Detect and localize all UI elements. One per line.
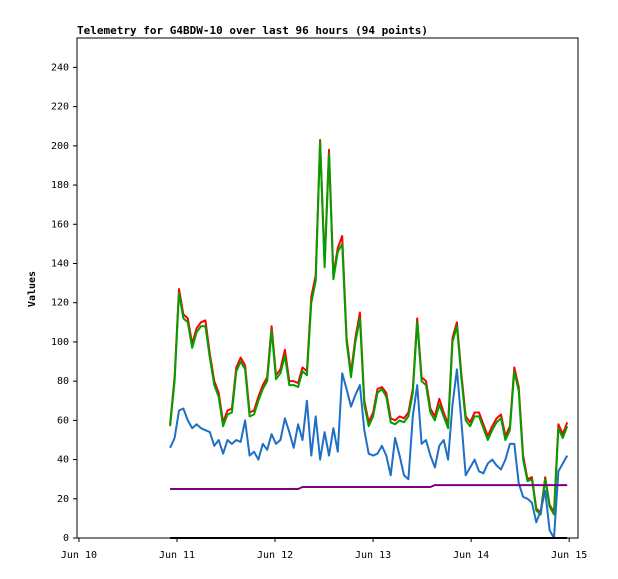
y-tick-label: 180 <box>51 180 69 191</box>
x-tick-label: Jun 14 <box>453 550 489 561</box>
y-axis-label: Values <box>27 271 38 307</box>
series-line <box>169 368 569 539</box>
y-tick-label: 40 <box>57 455 69 466</box>
x-tick-label: Jun 12 <box>257 550 293 561</box>
x-tick-label: Jun 15 <box>551 550 587 561</box>
series-line <box>170 484 568 490</box>
y-tick-label: 20 <box>57 494 69 505</box>
y-tick-label: 240 <box>51 62 69 73</box>
y-tick-label: 0 <box>63 533 69 544</box>
y-tick-label: 60 <box>57 415 69 426</box>
chart-title: Telemetry for G4BDW-10 over last 96 hour… <box>77 24 428 37</box>
y-tick-label: 220 <box>51 102 69 113</box>
x-tick-label: Jun 11 <box>159 550 195 561</box>
y-tick-label: 100 <box>51 337 69 348</box>
y-tick-label: 80 <box>57 376 69 387</box>
y-tick-label: 160 <box>51 219 69 230</box>
y-tick-label: 200 <box>51 141 69 152</box>
y-tick-label: 120 <box>51 298 69 309</box>
x-tick-label: Jun 13 <box>355 550 391 561</box>
series-line <box>169 140 569 516</box>
x-tick-label: Jun 10 <box>61 550 97 561</box>
y-tick-label: 140 <box>51 258 69 269</box>
